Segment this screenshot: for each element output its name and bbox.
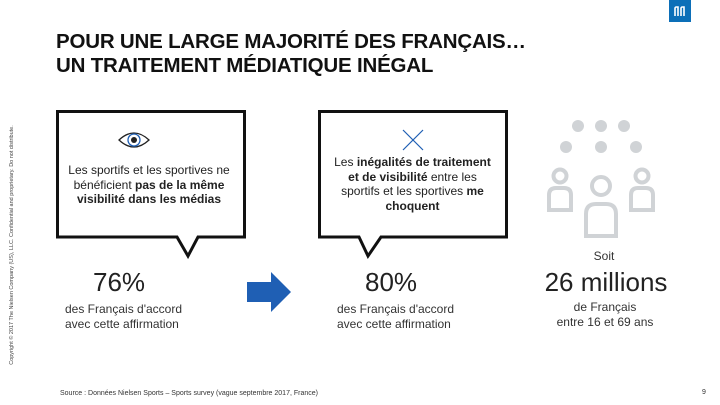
stat-1-value: 76% <box>93 267 146 297</box>
page-number: 9 <box>702 389 706 396</box>
bubble-2-text: Les inégalités de traitement et de visib… <box>330 155 495 213</box>
source-note: Source : Données Nielsen Sports – Sports… <box>60 390 318 397</box>
right-arrow-icon <box>247 272 291 312</box>
stat-3-caption-line-1: de Français <box>573 300 637 314</box>
bubble-1-text: Les sportifs et les sportives ne bénéfic… <box>62 163 236 207</box>
speech-bubble-1 <box>56 110 246 260</box>
stat-1-caption-line-2: avec cette affirmation <box>65 317 179 331</box>
stat-2-caption: des Français d'accord avec cette affirma… <box>337 302 454 332</box>
nielsen-logo <box>669 0 691 22</box>
stat-1-caption: des Français d'accord avec cette affirma… <box>65 302 182 332</box>
cross-icon <box>402 129 424 151</box>
stat-3-caption: de Français entre 16 et 69 ans <box>540 300 670 330</box>
speech-bubble-2 <box>318 110 508 260</box>
copyright-notice: Copyright © 2017 The Nielsen Company (US… <box>9 125 15 365</box>
title-line-2: UN TRAITEMENT MÉDIATIQUE INÉGAL <box>56 54 434 77</box>
bubble-2-text-bold-2: me choquent <box>385 184 484 213</box>
nielsen-n-logo-icon <box>674 6 685 16</box>
bubble-2-text-normal-2: entre les sportifs et les sportives <box>341 169 477 199</box>
stat-2-caption-line-1: des Français d'accord <box>337 302 455 316</box>
stat-3-prefix: Soit <box>593 249 615 263</box>
stat-3-value: 26 millions <box>544 267 668 297</box>
page-title: POUR UNE LARGE MAJORITÉ DES FRANÇAIS… UN… <box>56 30 616 78</box>
eye-icon <box>118 132 150 148</box>
stat-1-caption-line-1: des Français d'accord <box>65 302 183 316</box>
bubble-2-text-normal-1: Les <box>334 155 357 169</box>
stat-3-caption-line-2: entre 16 et 69 ans <box>556 315 654 329</box>
stat-2-caption-line-2: avec cette affirmation <box>337 317 451 331</box>
stat-2-value: 80% <box>365 267 418 297</box>
people-group-icon <box>547 120 655 238</box>
bubble-1-text-normal: Les sportifs et les sportives ne bénéfic… <box>68 163 230 192</box>
bubble-2-text-bold-1: inégalités de traitement et de visibilit… <box>348 155 491 184</box>
title-line-1: POUR UNE LARGE MAJORITÉ DES FRANÇAIS… <box>56 30 526 53</box>
bubble-1-text-bold: pas de la même visibilité dans les média… <box>76 177 225 207</box>
